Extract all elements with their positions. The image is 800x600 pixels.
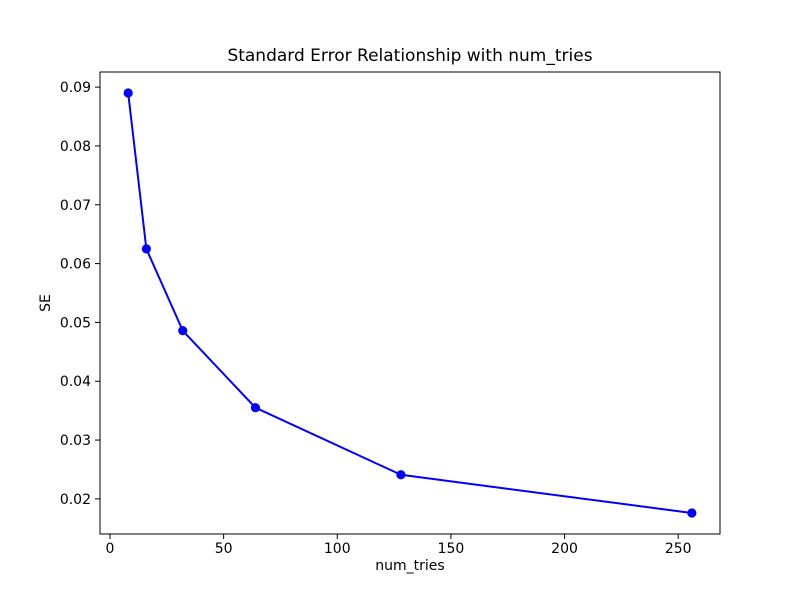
data-point-marker	[250, 403, 261, 413]
y-tick-label: 0.05	[60, 315, 91, 331]
series-line	[127, 92, 693, 514]
y-tick-label: 0.03	[60, 433, 91, 449]
x-tick-label: 250	[665, 541, 692, 557]
data-point-marker	[141, 244, 151, 254]
x-axis-label: num_tries	[375, 558, 445, 574]
data-point-marker	[178, 326, 188, 336]
data-point-marker	[396, 470, 406, 480]
x-tick-label: 200	[551, 541, 578, 557]
axes-spines	[99, 71, 721, 535]
chart-title: Standard Error Relationship with num_tri…	[227, 46, 593, 66]
x-tick-label: 150	[438, 541, 465, 557]
y-tick-label: 0.04	[60, 374, 91, 390]
y-tick-label: 0.06	[60, 257, 91, 273]
y-tick-label: 0.02	[60, 492, 91, 508]
y-tick-label: 0.09	[60, 80, 91, 96]
data-point-marker	[687, 508, 697, 518]
data-point-marker	[123, 88, 133, 98]
x-tick-label: 100	[324, 541, 351, 557]
y-tick-label: 0.08	[60, 139, 91, 155]
x-tick-label: 50	[215, 541, 233, 557]
y-tick-label: 0.07	[60, 198, 91, 214]
x-tick-label: 0	[106, 541, 115, 557]
